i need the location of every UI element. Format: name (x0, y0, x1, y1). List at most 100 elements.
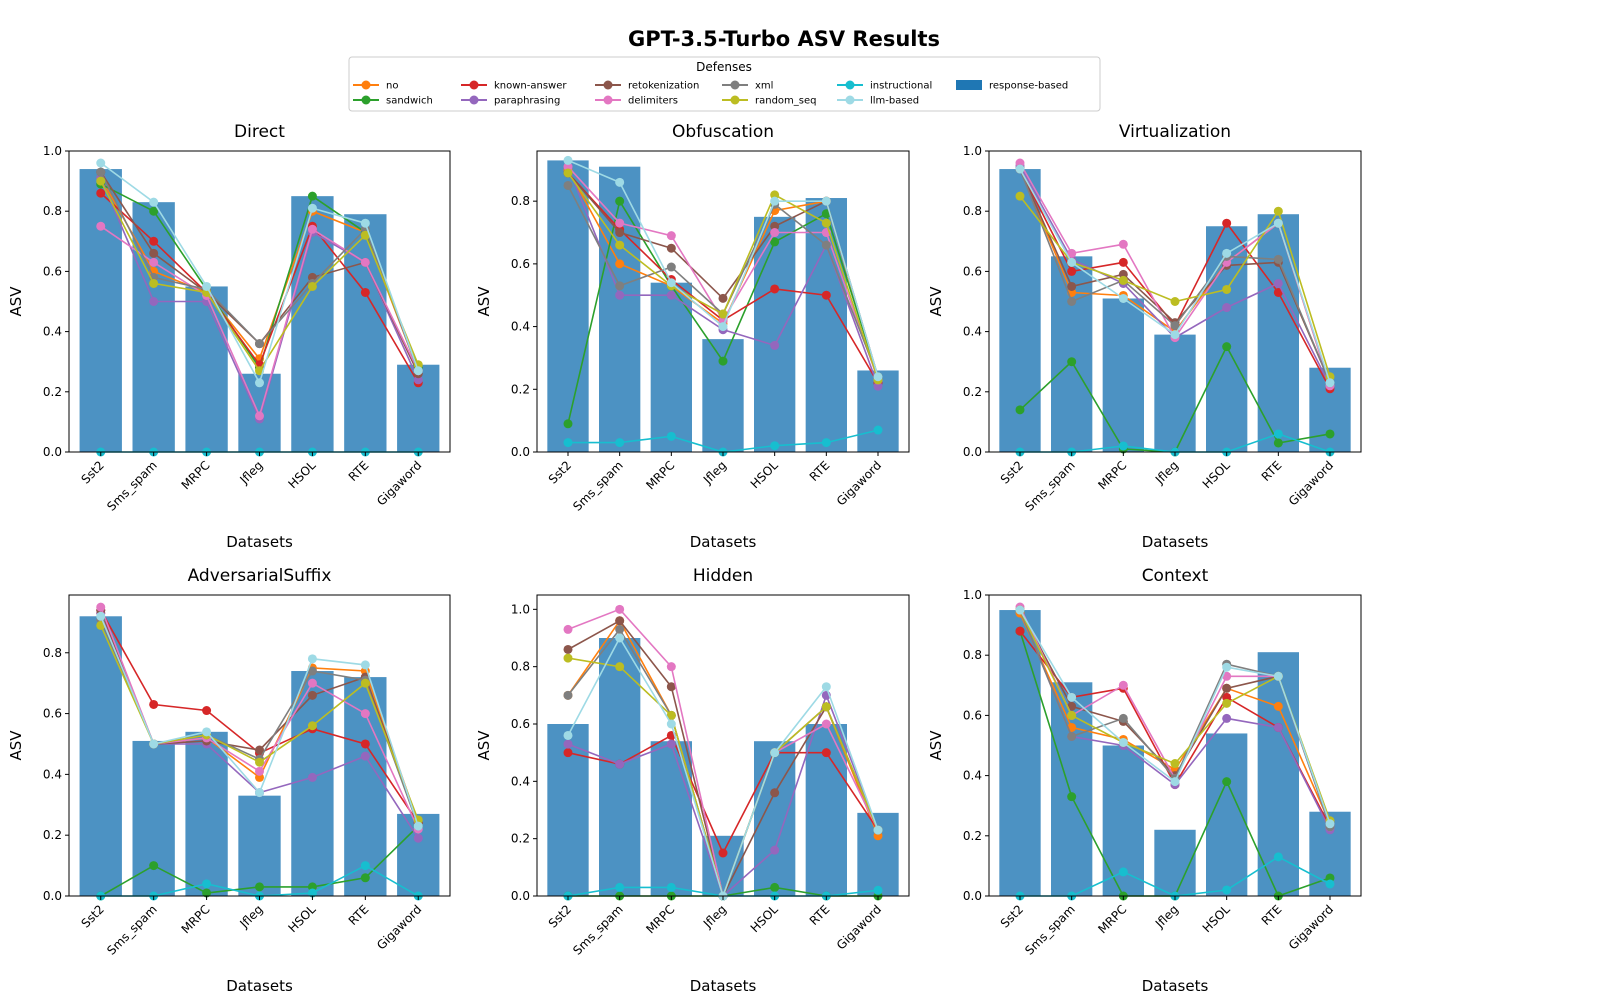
point-paraphrasing-sst2 (563, 739, 573, 749)
ytick-label: 0.2 (43, 828, 62, 842)
xtick-label-jfleg: Jfleg (237, 458, 266, 487)
xtick-label-jfleg: Jfleg (700, 458, 729, 487)
legend-item-no: no (353, 80, 398, 92)
legend-marker-instructional (845, 80, 855, 90)
point-xml-sms-spam (1067, 297, 1077, 306)
point-llm-based-sst2 (96, 158, 106, 168)
series-llm-based (96, 158, 423, 388)
point-delimiters-hsol (307, 678, 317, 688)
point-paraphrasing-hsol (1222, 303, 1232, 313)
point-llm-based-hsol (1222, 662, 1232, 672)
bar-jfleg (1154, 334, 1196, 452)
point-known-answer-sst2 (1015, 626, 1025, 636)
point-paraphrasing-sms-spam (149, 297, 159, 306)
ytick-label: 0.8 (511, 194, 530, 208)
point-paraphrasing-hsol (307, 772, 317, 782)
point-delimiters-sst2 (563, 624, 573, 634)
point-random-seq-jfleg (718, 309, 728, 319)
point-no-sms-spam (615, 259, 625, 269)
point-random-seq-sst2 (563, 168, 573, 178)
legend-label-paraphrasing: paraphrasing (494, 96, 560, 107)
point-delimiters-sms-spam (615, 604, 625, 614)
legend-item-instructional: instructional (837, 80, 932, 92)
point-paraphrasing-rte (1273, 278, 1283, 288)
point-random-seq-sms-spam (149, 278, 159, 288)
point-known-answer-rte (360, 739, 370, 749)
xtick-label-mrpc: MRPC (179, 458, 213, 492)
point-paraphrasing-hsol (770, 845, 780, 855)
legend-label-random-seq: random_seq (755, 96, 817, 107)
point-llm-based-sst2 (1015, 605, 1025, 615)
point-instructional-hsol (770, 441, 780, 451)
legend-item-retokenization: retokenization (595, 80, 699, 92)
legend-label-response-based: response-based (989, 81, 1068, 92)
bar-sst2 (999, 610, 1041, 896)
point-retokenization-sms-spam (1067, 281, 1077, 291)
xtick-label-sst2: Sst2 (998, 458, 1026, 486)
ytick-label: 1.0 (963, 144, 982, 158)
bar-sst2 (79, 169, 122, 452)
point-retokenization-sms-spam (149, 248, 159, 258)
xtick-label-sms-spam: Sms_spam (1022, 902, 1077, 957)
point-delimiters-rte (360, 257, 370, 267)
legend: Defenses no sandwich known-answer paraphras… (348, 56, 1101, 112)
point-llm-based-hsol (770, 196, 780, 206)
bar-hsol (754, 216, 796, 452)
xtick-label-jfleg: Jfleg (700, 902, 729, 931)
point-paraphrasing-gigaword (413, 833, 423, 843)
panel-title: Obfuscation (672, 122, 774, 142)
point-xml-jfleg (255, 339, 264, 349)
point-known-answer-sst2 (563, 748, 573, 758)
point-sandwich-sst2 (563, 419, 573, 429)
x-axis-label: Datasets (226, 533, 293, 551)
bar-hsol (291, 671, 334, 896)
point-llm-based-gigaword (413, 821, 423, 831)
point-paraphrasing-mrpc (666, 739, 676, 749)
xtick-label-hsol: HSOL (748, 458, 781, 491)
point-instructional-mrpc (666, 882, 676, 892)
y-axis-label: ASV (927, 286, 945, 317)
legend-marker-xml (730, 80, 740, 90)
point-instructional-mrpc (1118, 867, 1128, 877)
bar-sst2 (999, 169, 1041, 452)
xtick-label-sms-spam: Sms_spam (104, 902, 159, 957)
xtick-label-rte: RTE (346, 458, 372, 484)
point-sandwich-rte (360, 873, 370, 883)
xtick-label-rte: RTE (807, 458, 833, 484)
bar-jfleg (702, 339, 744, 452)
point-instructional-mrpc (202, 879, 212, 889)
ytick-label: 0.6 (963, 708, 982, 722)
point-instructional-rte (821, 438, 831, 448)
panel-title: Context (1142, 566, 1209, 586)
point-llm-based-sms-spam (1067, 692, 1077, 702)
ytick-label: 0.8 (43, 646, 62, 660)
point-known-answer-mrpc (1118, 257, 1128, 267)
point-retokenization-mrpc (666, 243, 676, 253)
point-sandwich-sst2 (1015, 405, 1025, 415)
point-known-answer-hsol (770, 284, 780, 294)
xtick-label-gigaword: Gigaword (834, 458, 884, 508)
legend-item-response-based: response-based (956, 80, 1068, 92)
xtick-label-rte: RTE (1259, 458, 1285, 484)
point-llm-based-rte (821, 682, 831, 692)
point-xml-mrpc (666, 262, 676, 272)
point-paraphrasing-mrpc (666, 290, 676, 300)
point-delimiters-sms-spam (615, 218, 625, 228)
point-sandwich-jfleg (255, 882, 264, 892)
point-known-answer-rte (821, 748, 831, 758)
ytick-label: 1.0 (511, 602, 530, 616)
ytick-label: 0.2 (511, 382, 530, 396)
point-instructional-sms-spam (615, 882, 625, 892)
bars-response-based (79, 616, 440, 896)
point-random-seq-rte (1273, 206, 1283, 216)
point-known-answer-rte (821, 290, 831, 300)
point-sandwich-jfleg (718, 356, 728, 366)
point-llm-based-mrpc (666, 719, 676, 729)
point-known-answer-sms-spam (149, 236, 159, 246)
point-random-seq-jfleg (1170, 759, 1180, 769)
point-random-seq-rte (360, 230, 370, 240)
legend-label-known-answer: known-answer (494, 81, 567, 92)
point-sandwich-mrpc (202, 888, 212, 898)
